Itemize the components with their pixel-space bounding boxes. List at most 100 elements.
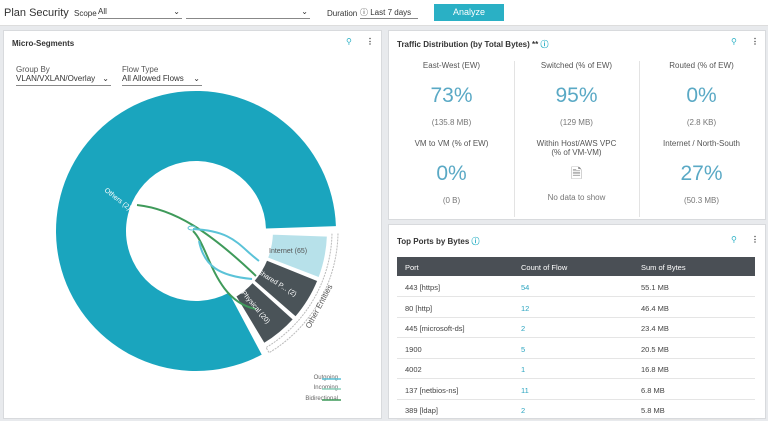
column-header: Sum of Bytes xyxy=(641,263,686,272)
metric-label: Internet / North-South xyxy=(663,139,740,148)
table-row: 80 [http] 12 46.4 MB xyxy=(397,297,755,318)
table-cell: 445 [microsoft-ds] xyxy=(405,324,465,333)
table-row: 445 [microsoft-ds] 2 23.4 MB xyxy=(397,317,755,338)
table-cell: 1900 xyxy=(405,344,422,354)
scope-dropdown[interactable]: All ⌄ xyxy=(98,7,182,19)
table-cell: 16.8 MB xyxy=(641,365,669,374)
metric-label: VM to VM (% of EW) xyxy=(414,139,489,148)
table-row: 389 [ldap] 2 5.8 MB xyxy=(397,399,755,420)
flow-type-dropdown[interactable]: All Allowed Flows ⌄ xyxy=(122,74,202,86)
metric-value: 0% xyxy=(686,84,717,107)
panel-title: Traffic Distribution (by Total Bytes) **… xyxy=(397,40,549,49)
micro-segments-panel: Micro-Segments ⚲ ⋮ Group By VLAN/VXLAN/O… xyxy=(3,30,382,419)
metric-value: 95% xyxy=(555,84,598,107)
metric-detail: (2.8 KB) xyxy=(686,118,717,127)
self-loop xyxy=(187,225,197,231)
metric-label: Switched (% of EW) xyxy=(540,61,613,70)
table-cell: 23.4 MB xyxy=(641,324,669,333)
table-cell[interactable]: 11 xyxy=(521,385,529,395)
group-by-label: Group By xyxy=(16,65,50,74)
legend-label: Incoming xyxy=(314,385,338,391)
panel-title: Micro-Segments xyxy=(12,39,75,48)
metric-cell: Switched (% of EW) 95% (129 MB) xyxy=(514,61,640,139)
table-header: Port Count of Flow Sum of Bytes xyxy=(397,257,755,276)
table-cell[interactable]: 54 xyxy=(521,283,530,292)
metric-label: Within Host/AWS VPC (% of VM-VM) xyxy=(536,139,617,157)
traffic-panel: Traffic Distribution (by Total Bytes) **… xyxy=(388,30,766,220)
column-header: Count of Flow xyxy=(521,263,568,272)
group-by-dropdown[interactable]: VLAN/VXLAN/Overlay ⌄ xyxy=(16,74,111,86)
group-by-value: VLAN/VXLAN/Overlay xyxy=(16,74,96,83)
table-cell: 137 [netbios-ns] xyxy=(405,385,459,395)
legend-label: Bidirectional xyxy=(305,396,338,402)
table-cell: 55.1 MB xyxy=(641,283,669,292)
metric-value: 0% xyxy=(436,162,467,185)
table-cell: 4002 xyxy=(405,365,422,374)
metric-cell: VM to VM (% of EW) 0% (0 B) xyxy=(389,139,515,217)
flow-type-label: Flow Type xyxy=(122,65,159,74)
table-cell: 389 [ldap] xyxy=(405,406,438,415)
table-cell[interactable]: 5 xyxy=(521,344,526,354)
legend-label: Outgoing xyxy=(314,375,338,381)
table-row: 443 [https] 54 55.1 MB xyxy=(397,276,755,297)
pin-icon[interactable]: ⚲ xyxy=(731,37,737,46)
metric-detail: (129 MB) xyxy=(560,118,593,127)
scope-label: Scope xyxy=(74,9,97,18)
metric-cell: Routed (% of EW) 0% (2.8 KB) xyxy=(639,61,764,139)
segment[interactable] xyxy=(265,232,329,280)
menu-icon[interactable]: ⋮ xyxy=(751,37,759,46)
flow-type-value: All Allowed Flows xyxy=(122,74,184,83)
pin-icon[interactable]: ⚲ xyxy=(346,37,352,46)
menu-icon[interactable]: ⋮ xyxy=(751,235,759,244)
top-bar xyxy=(0,0,768,26)
table-cell: 6.8 MB xyxy=(641,385,665,395)
panel-title: Top Ports by Bytes ⓘ xyxy=(397,237,480,246)
table-row: 137 [netbios-ns] 11 6.8 MB xyxy=(397,379,755,400)
table-cell: 46.4 MB xyxy=(641,303,669,313)
empty-text: No data to show xyxy=(547,193,606,202)
ports-panel: Top Ports by Bytes ⓘ ⚲ ⋮ Port Count of Fl… xyxy=(388,224,766,420)
table-cell: 20.5 MB xyxy=(641,344,669,354)
column-header: Port xyxy=(405,263,419,272)
duration-label: Duration xyxy=(327,9,358,18)
group-arc[interactable] xyxy=(265,233,339,354)
table-cell[interactable]: 2 xyxy=(521,406,526,415)
metric-detail: (0 B) xyxy=(442,196,461,205)
duration-value: Last 7 days xyxy=(370,8,412,17)
flow-line xyxy=(198,240,253,280)
empty-icon: 🗎 xyxy=(570,165,583,181)
table-cell: 80 [http] xyxy=(405,303,433,313)
metric-detail: (50.3 MB) xyxy=(683,196,720,205)
metric-cell: Internet / North-South 27% (50.3 MB) xyxy=(639,139,764,217)
metric-cell: Within Host/AWS VPC (% of VM-VM) 🗎 No data… xyxy=(514,139,640,217)
table-cell[interactable]: 2 xyxy=(521,324,526,333)
pin-icon[interactable]: ⚲ xyxy=(731,235,737,244)
title-text: Traffic Distribution (by Total Bytes) ** xyxy=(397,40,539,49)
analyze-button[interactable]: Analyze xyxy=(434,4,504,21)
title-text: Top Ports by Bytes xyxy=(397,237,470,246)
secondary-dropdown[interactable]: ⌄ xyxy=(186,7,310,19)
flow-line xyxy=(192,228,260,262)
table-row: 1900 5 20.5 MB xyxy=(397,338,755,359)
table-cell: 443 [https] xyxy=(405,283,441,292)
metric-label: Routed (% of EW) xyxy=(669,61,734,70)
table-cell: 5.8 MB xyxy=(641,406,665,415)
page-title: Plan Security xyxy=(4,7,69,19)
table-cell[interactable]: 1 xyxy=(521,365,526,374)
metric-cell: East-West (EW) 73% (135.8 MB) xyxy=(389,61,515,139)
metric-label: East-West (EW) xyxy=(422,61,481,70)
segment[interactable] xyxy=(56,91,336,371)
metric-detail: (135.8 MB) xyxy=(431,118,472,127)
duration-dropdown[interactable]: ⓘ Last 7 days xyxy=(360,7,418,19)
segment-label: Internet (65) xyxy=(269,248,307,255)
flow-line xyxy=(136,204,257,277)
metric-value: 73% xyxy=(430,84,473,107)
table-cell[interactable]: 12 xyxy=(521,303,530,313)
segment[interactable] xyxy=(251,258,320,320)
metric-value: 27% xyxy=(680,162,723,185)
table-row: 4002 1 16.8 MB xyxy=(397,358,755,379)
flow-line xyxy=(192,230,257,310)
menu-icon[interactable]: ⋮ xyxy=(366,37,374,46)
segment[interactable] xyxy=(233,280,296,346)
